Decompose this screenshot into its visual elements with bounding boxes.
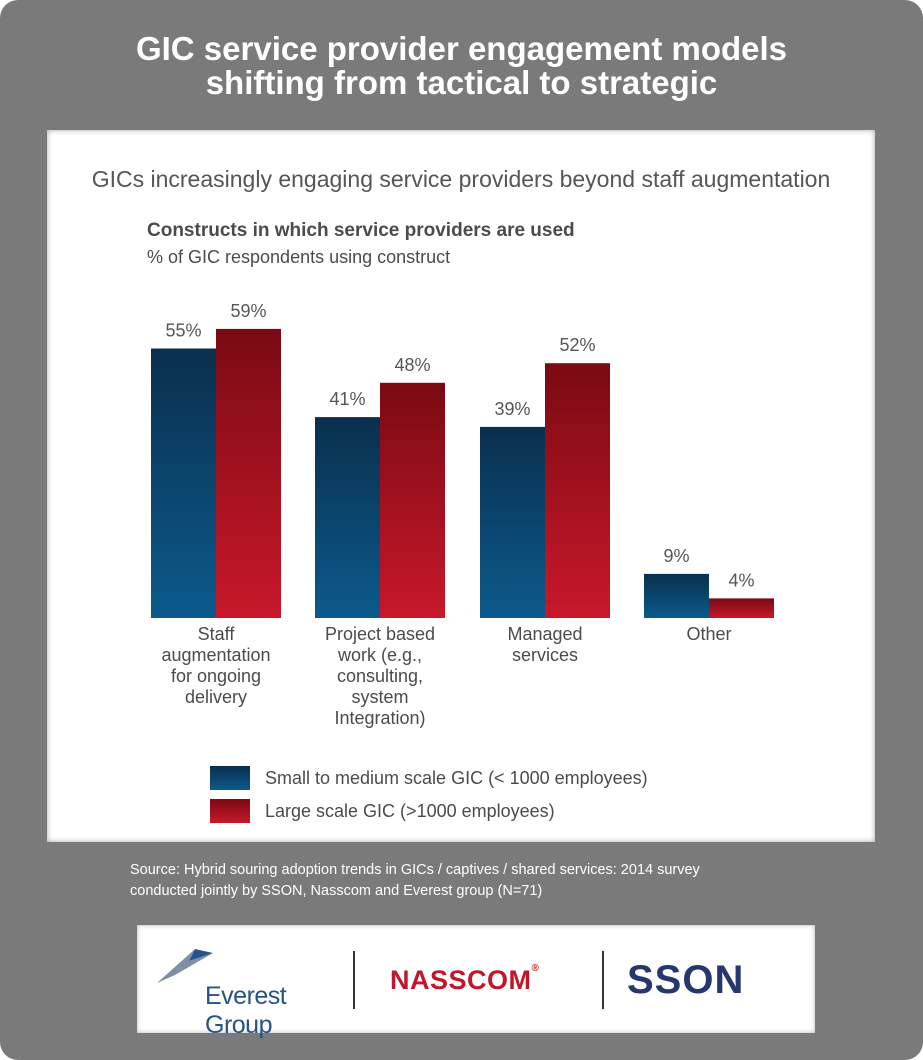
everest-logo-text: Everest Group xyxy=(205,982,287,1039)
category-label-0: Staff augmentation for ongoing delivery xyxy=(141,624,291,708)
category-label-0-line-0: Staff xyxy=(197,624,235,644)
legend-label-large: Large scale GIC (>1000 employees) xyxy=(265,800,555,821)
source-line-1: Source: Hybrid souring adoption trends i… xyxy=(130,862,700,878)
chart-legend: Small to medium scale GIC (< 1000 employ… xyxy=(210,764,648,830)
source-line-2: conducted jointly by SSON, Nasscom and E… xyxy=(130,883,543,899)
category-label-0-line-2: for ongoing xyxy=(170,666,262,686)
category-label-2-line-0: Managed xyxy=(507,624,583,644)
category-label-3: Other xyxy=(634,624,784,645)
category-label-0-line-1: augmentation xyxy=(161,645,271,665)
legend-swatch-small xyxy=(210,766,250,790)
legend-item-large: Large scale GIC (>1000 employees) xyxy=(210,797,648,825)
bar-large-1 xyxy=(380,382,445,618)
chart-subtitle: % of GIC respondents using construct xyxy=(147,247,451,267)
title-line-1: GIC service provider engagement models xyxy=(135,30,788,67)
data-label-large-1: 48% xyxy=(394,355,430,375)
legend-label-small: Small to medium scale GIC (< 1000 employ… xyxy=(265,767,648,788)
data-label-large-3: 4% xyxy=(728,570,754,590)
page-title: GIC service provider engagement models s… xyxy=(0,32,923,100)
legend-item-small: Small to medium scale GIC (< 1000 employ… xyxy=(210,764,648,792)
category-label-3-line-0: Other xyxy=(686,624,732,644)
nasscom-logo-text: NASSCOM xyxy=(390,965,532,995)
category-label-1-line-0: Project based xyxy=(324,624,436,644)
sson-logo: SSON xyxy=(627,958,745,1002)
source-note: Source: Hybrid souring adoption trends i… xyxy=(130,860,830,902)
category-label-1-line-2: consulting, xyxy=(336,666,424,686)
bar-small-0 xyxy=(151,348,216,618)
category-label-0-line-3: delivery xyxy=(184,687,248,707)
data-label-large-2: 52% xyxy=(559,335,595,355)
data-label-large-0: 59% xyxy=(230,301,266,321)
bar-large-0 xyxy=(216,328,281,618)
bar-small-1 xyxy=(315,417,380,618)
category-label-2-line-1: services xyxy=(511,645,578,665)
chart-panel-subtitle: GICs increasingly engaging service provi… xyxy=(91,166,831,192)
data-label-small-3: 9% xyxy=(663,546,689,566)
logo-divider-1 xyxy=(353,951,355,1009)
everest-group-logo: Everest Group xyxy=(155,945,335,1039)
bar-small-3 xyxy=(644,573,709,618)
category-label-2: Managed services xyxy=(470,624,620,666)
title-line-2: shifting from tactical to strategic xyxy=(205,64,718,101)
category-label-1-line-3: system xyxy=(351,687,409,707)
category-label-1: Project based work (e.g., consulting, syste… xyxy=(305,624,455,729)
data-label-small-0: 55% xyxy=(165,321,201,341)
logo-strip: Everest Group NASSCOM® SSON xyxy=(137,925,815,1039)
nasscom-logo: NASSCOM® xyxy=(390,963,540,996)
everest-mountain-icon xyxy=(157,949,213,983)
bar-chart: 55% 41% 39% 9% 59% 48% 52% 4% xyxy=(151,301,774,618)
legend-swatch-large xyxy=(210,799,250,823)
bar-large-2 xyxy=(545,363,610,618)
chart-panel: GICs increasingly engaging service provi… xyxy=(47,130,875,842)
chart-title: Constructs in which service providers ar… xyxy=(147,220,575,241)
data-label-small-1: 41% xyxy=(329,389,365,409)
logo-divider-2 xyxy=(602,951,604,1009)
category-label-1-line-4: Integration) xyxy=(334,708,426,728)
registered-mark: ® xyxy=(531,963,540,974)
bar-small-2 xyxy=(480,426,545,618)
bar-large-3 xyxy=(709,598,774,618)
data-label-small-2: 39% xyxy=(494,399,530,419)
category-label-1-line-1: work (e.g., xyxy=(337,645,423,665)
